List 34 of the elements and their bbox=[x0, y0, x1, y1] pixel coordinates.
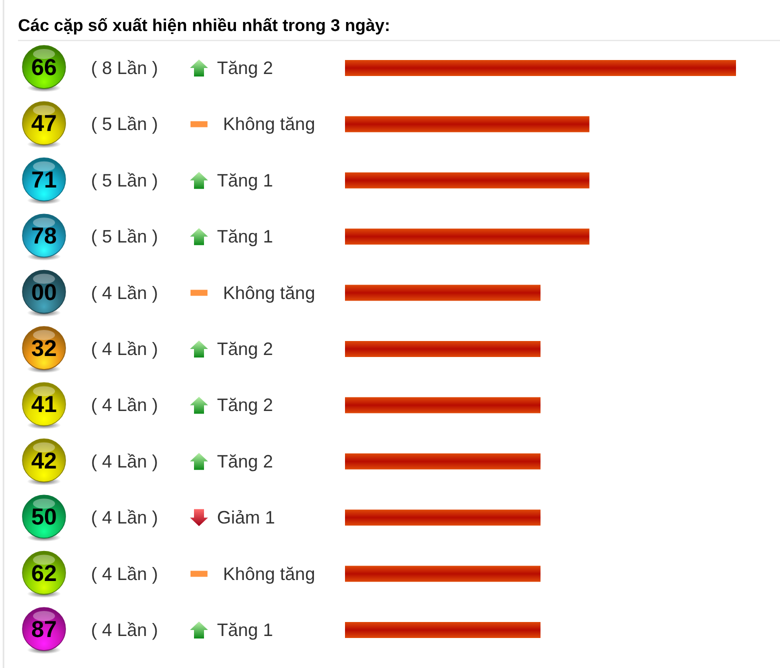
data-label: ( 5 Lần ) bbox=[91, 170, 158, 190]
text: Tăng 2 bbox=[217, 451, 274, 472]
y-tick-label: 47 bbox=[31, 110, 57, 136]
y-tick-label: 00 bbox=[31, 278, 57, 305]
y-tick-label: 78 bbox=[31, 222, 57, 249]
text: Tăng 2 bbox=[217, 58, 274, 78]
text: Không tăng bbox=[223, 282, 316, 303]
text: Tăng 1 bbox=[217, 620, 274, 640]
data-label: ( 4 Lần ) bbox=[91, 451, 158, 472]
y-tick-label: 50 bbox=[31, 504, 57, 530]
y-tick-label: 87 bbox=[31, 616, 57, 642]
text: Tăng 2 bbox=[217, 339, 274, 359]
text: Tăng 2 bbox=[217, 395, 274, 416]
data-label: ( 8 Lần ) bbox=[91, 58, 158, 78]
y-tick-label: 42 bbox=[31, 447, 57, 474]
data-label: ( 4 Lần ) bbox=[91, 620, 158, 640]
y-tick-label: 41 bbox=[31, 391, 57, 418]
text: Tăng 1 bbox=[217, 226, 274, 247]
data-label: ( 4 Lần ) bbox=[91, 339, 158, 359]
data-label: ( 4 Lần ) bbox=[91, 508, 158, 528]
y-tick-label: 66 bbox=[31, 54, 57, 80]
data-label: ( 5 Lần ) bbox=[91, 226, 158, 247]
y-tick-label: 62 bbox=[31, 560, 57, 586]
text: Các cặp số xuất hiện nhiều nhất trong 3 ngày: bbox=[18, 16, 390, 35]
data-label: ( 5 Lần ) bbox=[91, 114, 158, 134]
text: Không tăng bbox=[223, 564, 316, 584]
y-tick-label: 71 bbox=[31, 166, 57, 192]
text: Tăng 1 bbox=[217, 170, 274, 190]
data-label: ( 4 Lần ) bbox=[91, 395, 158, 416]
data-label: ( 4 Lần ) bbox=[91, 564, 158, 584]
text: Không tăng bbox=[223, 114, 316, 134]
y-tick-label: 32 bbox=[31, 335, 57, 361]
data-label: ( 4 Lần ) bbox=[91, 282, 158, 303]
text: Giảm 1 bbox=[217, 508, 276, 528]
